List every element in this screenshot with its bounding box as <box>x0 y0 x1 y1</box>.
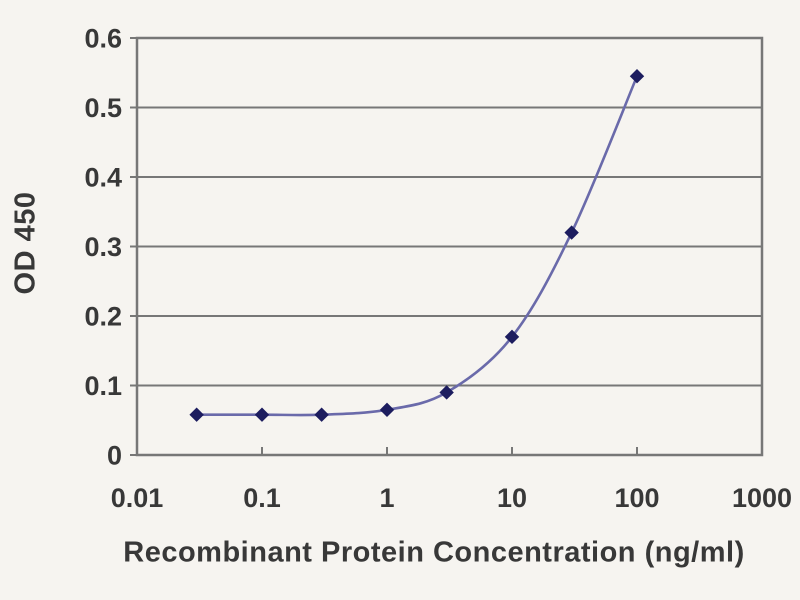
data-point-diamond <box>504 329 520 345</box>
data-point-diamond <box>564 225 579 240</box>
data-point-diamond <box>439 385 454 400</box>
data-point-diamond <box>314 407 329 422</box>
x-tick-label: 0.01 <box>111 483 164 513</box>
y-axis-title: OD 450 <box>9 191 42 295</box>
x-tick-label: 10 <box>497 483 527 513</box>
data-point-diamond <box>189 407 204 422</box>
plot-frame <box>135 36 764 457</box>
y-tick-label: 0 <box>107 441 122 471</box>
data-point-diamond <box>379 402 395 418</box>
y-tick-label: 0.2 <box>84 302 122 332</box>
x-tick-label: 1000 <box>732 483 792 513</box>
data-point-diamond <box>254 407 270 422</box>
data-point-diamond <box>629 69 645 84</box>
y-tick-label: 0.4 <box>84 163 122 193</box>
x-tick-label: 100 <box>614 483 659 513</box>
y-tick-label: 0.1 <box>84 371 122 401</box>
x-tick-label: 1 <box>379 483 394 513</box>
y-tick-label: 0.3 <box>84 232 122 262</box>
y-tick-label: 0.5 <box>84 93 122 123</box>
y-tick-label: 0.6 <box>84 24 122 54</box>
x-tick-label: 0.1 <box>243 483 281 513</box>
x-axis-title: Recombinant Protein Concentration (ng/ml… <box>123 536 745 569</box>
